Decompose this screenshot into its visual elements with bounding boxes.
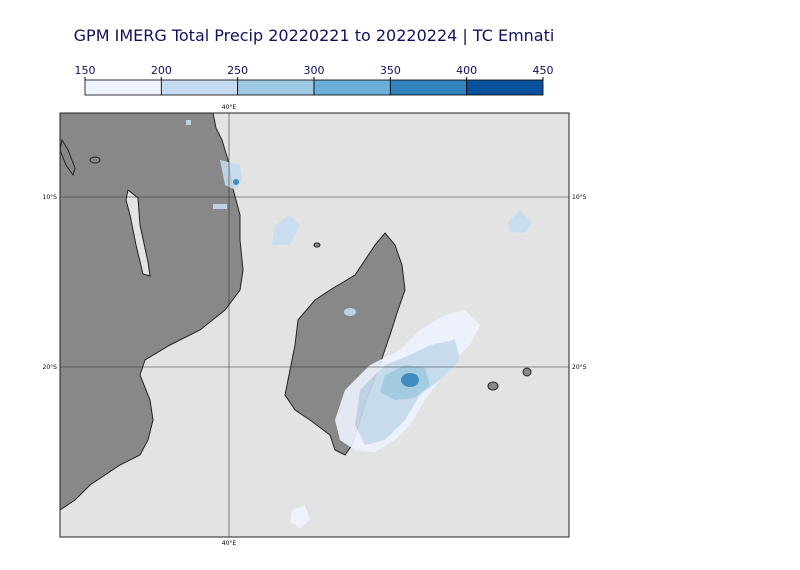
- madagascar: [284, 232, 406, 456]
- colorbar-bin: [237, 79, 315, 96]
- lake-malawi: [125, 189, 151, 277]
- colorbar-bin: [313, 79, 391, 96]
- precip-area: [272, 215, 300, 245]
- island: [89, 156, 101, 164]
- colorbar-tick-label: 400: [456, 64, 477, 77]
- precip-area: [233, 179, 239, 185]
- colorbar-bin: [389, 79, 468, 96]
- colorbar-tick-label: 150: [75, 64, 96, 77]
- lon-label: 40°E: [222, 540, 237, 547]
- map-frame: [59, 112, 570, 538]
- mauritius: [487, 381, 499, 391]
- map-title: GPM IMERG Total Precip 20220221 to 20220…: [74, 26, 555, 45]
- precip: [186, 120, 532, 528]
- colorbar-tick-label: 250: [227, 64, 248, 77]
- lat-label: 20°S: [572, 364, 587, 371]
- island: [313, 242, 321, 248]
- precip-area: [344, 308, 356, 316]
- colorbar-tick-label: 350: [380, 64, 401, 77]
- reunion: [522, 367, 532, 377]
- map: 40°E 40°E 10°S 10°S 20°S 20°S: [43, 104, 587, 547]
- colorbar-tick-label: 200: [151, 64, 172, 77]
- lat-label: 10°S: [572, 194, 587, 201]
- precip-area: [290, 505, 310, 528]
- colorbar: 150 200 250 300 350 400 450: [75, 64, 554, 96]
- precip-area: [186, 120, 191, 125]
- precip-area: [401, 373, 419, 387]
- lat-label: 20°S: [43, 364, 58, 371]
- lat-label: 10°S: [43, 194, 58, 201]
- precip-area: [213, 204, 227, 209]
- colorbar-bin: [160, 79, 239, 96]
- precip-area: [508, 210, 532, 233]
- colorbar-tick-label: 450: [533, 64, 554, 77]
- colorbar-bin: [466, 79, 544, 96]
- lon-label: 40°E: [222, 104, 237, 111]
- colorbar-tick-label: 300: [304, 64, 325, 77]
- colorbar-bin: [84, 79, 162, 96]
